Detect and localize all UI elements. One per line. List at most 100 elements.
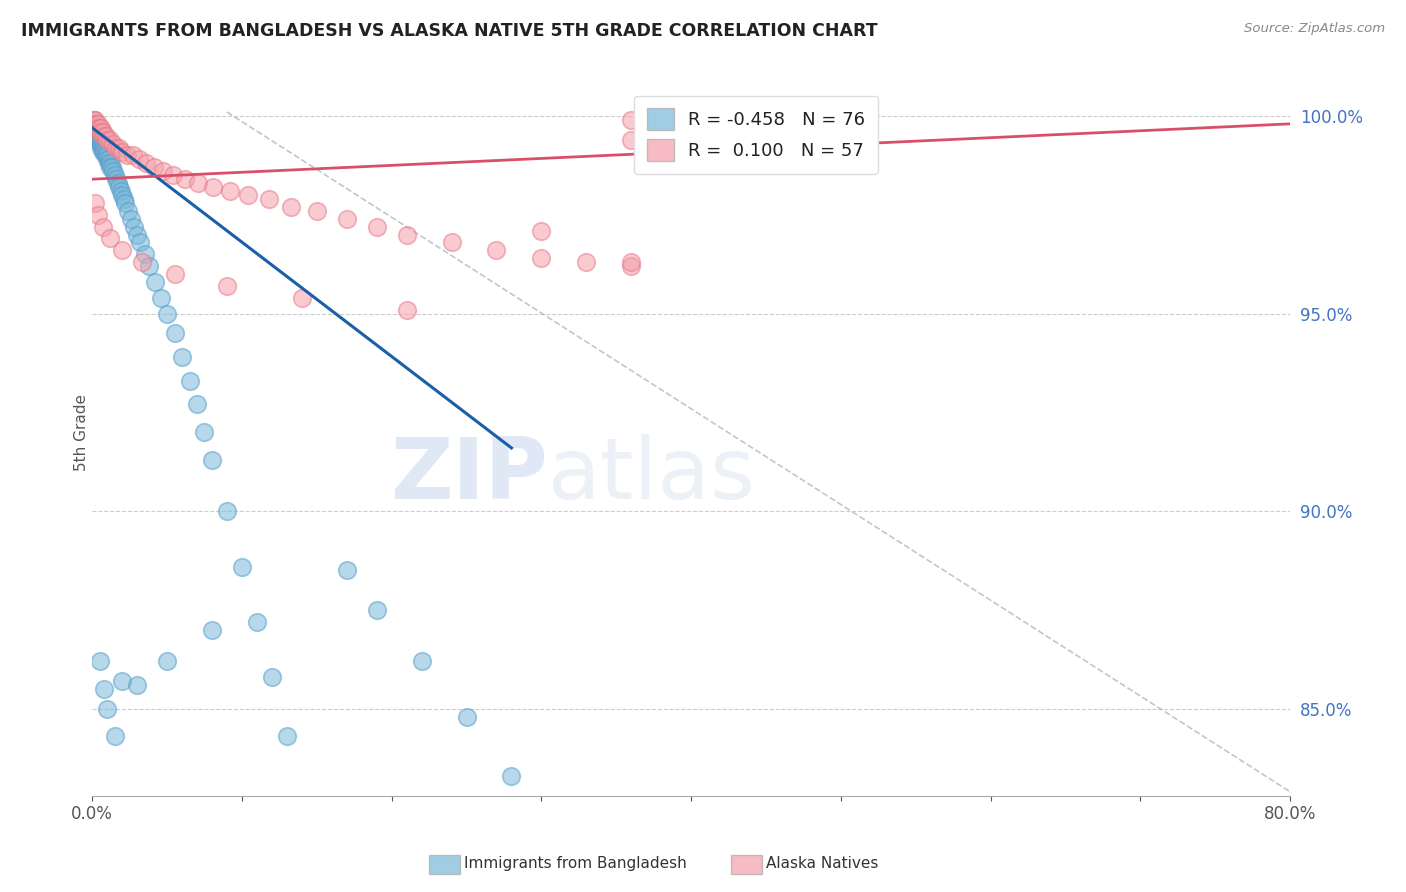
Point: [127, 678, 149, 692]
Point: [485, 244, 508, 258]
Point: [620, 259, 643, 273]
Point: [142, 161, 165, 175]
Point: [100, 161, 122, 175]
Point: [107, 176, 129, 190]
Point: [96, 153, 118, 167]
Y-axis label: 5th Grade: 5th Grade: [73, 393, 89, 471]
Point: [163, 326, 186, 341]
Point: [84, 117, 107, 131]
Point: [86, 133, 108, 147]
Point: [305, 203, 328, 218]
Point: [91, 140, 114, 154]
Point: [90, 133, 112, 147]
Point: [90, 120, 112, 135]
Point: [120, 211, 142, 226]
Point: [305, 844, 328, 858]
Point: [127, 227, 149, 242]
Point: [620, 133, 643, 147]
Point: [91, 136, 114, 151]
Point: [201, 452, 224, 467]
Point: [98, 156, 121, 170]
Point: [89, 125, 111, 139]
Point: [276, 730, 298, 744]
Point: [179, 374, 201, 388]
Point: [93, 681, 115, 696]
Point: [111, 145, 134, 159]
Point: [87, 208, 110, 222]
Point: [202, 180, 225, 194]
Point: [93, 128, 115, 143]
Point: [131, 255, 153, 269]
Point: [89, 654, 111, 668]
Point: [89, 136, 111, 151]
Point: [620, 112, 643, 127]
Text: atlas: atlas: [547, 434, 755, 517]
Point: [257, 192, 280, 206]
Point: [83, 112, 105, 127]
Point: [91, 219, 114, 234]
Point: [530, 252, 553, 266]
Point: [162, 168, 184, 182]
Point: [97, 156, 120, 170]
Text: Alaska Natives: Alaska Natives: [766, 856, 879, 871]
Text: Source: ZipAtlas.com: Source: ZipAtlas.com: [1244, 22, 1385, 36]
Point: [186, 397, 208, 411]
Point: [201, 623, 224, 637]
Point: [260, 670, 283, 684]
Point: [97, 153, 120, 167]
Point: [134, 247, 156, 261]
Point: [111, 674, 134, 689]
Point: [156, 654, 179, 668]
Point: [530, 223, 553, 237]
Point: [112, 192, 135, 206]
Point: [105, 140, 128, 154]
Point: [86, 128, 108, 143]
Point: [86, 117, 108, 131]
Point: [163, 267, 186, 281]
Point: [101, 164, 124, 178]
Point: [83, 112, 105, 127]
Point: [156, 307, 179, 321]
Point: [86, 120, 108, 135]
Point: [91, 145, 114, 159]
Point: [215, 279, 238, 293]
Point: [96, 133, 118, 147]
Point: [115, 148, 138, 162]
Point: [111, 244, 134, 258]
Point: [105, 172, 128, 186]
Point: [135, 156, 157, 170]
Point: [501, 769, 523, 783]
Point: [104, 730, 127, 744]
Point: [236, 188, 259, 202]
Point: [87, 128, 110, 143]
Point: [395, 227, 418, 242]
Point: [89, 133, 111, 147]
Point: [94, 128, 117, 143]
Legend: R = -0.458   N = 76, R =  0.100   N = 57: R = -0.458 N = 76, R = 0.100 N = 57: [634, 95, 879, 174]
Point: [128, 153, 150, 167]
Point: [98, 161, 121, 175]
Point: [456, 709, 478, 723]
Point: [395, 302, 418, 317]
Point: [98, 133, 121, 147]
Point: [94, 145, 117, 159]
Point: [440, 235, 463, 250]
Point: [170, 350, 193, 364]
Point: [291, 291, 314, 305]
Point: [89, 128, 111, 143]
Point: [87, 120, 110, 135]
Point: [121, 148, 143, 162]
Point: [90, 125, 112, 139]
Point: [366, 219, 388, 234]
Point: [89, 120, 111, 135]
Point: [620, 255, 643, 269]
Point: [90, 140, 112, 154]
Point: [193, 425, 215, 439]
Point: [575, 255, 598, 269]
Point: [84, 125, 107, 139]
Point: [110, 184, 132, 198]
Point: [219, 184, 242, 198]
Point: [84, 112, 107, 127]
Point: [366, 603, 388, 617]
Point: [280, 200, 302, 214]
